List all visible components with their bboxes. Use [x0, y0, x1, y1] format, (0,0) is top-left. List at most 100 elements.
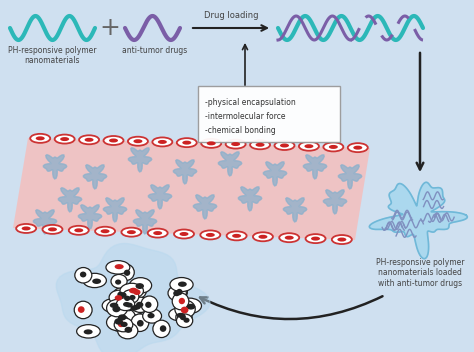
Ellipse shape [280, 144, 289, 147]
Ellipse shape [114, 318, 123, 325]
Ellipse shape [353, 146, 362, 150]
Text: Drug loading: Drug loading [204, 11, 258, 20]
Polygon shape [238, 187, 262, 211]
Ellipse shape [48, 227, 57, 231]
Text: anti-tumor drugs: anti-tumor drugs [122, 46, 188, 55]
Polygon shape [264, 162, 287, 186]
Ellipse shape [137, 320, 144, 327]
Ellipse shape [127, 284, 146, 299]
Ellipse shape [22, 226, 31, 231]
Polygon shape [83, 165, 107, 189]
Ellipse shape [55, 134, 74, 144]
Ellipse shape [160, 325, 166, 332]
Ellipse shape [332, 235, 352, 244]
Polygon shape [193, 195, 217, 219]
Ellipse shape [176, 314, 193, 327]
Ellipse shape [304, 144, 313, 148]
Ellipse shape [323, 143, 343, 151]
Ellipse shape [133, 139, 142, 143]
Polygon shape [33, 210, 57, 234]
Ellipse shape [75, 268, 92, 283]
Ellipse shape [80, 271, 86, 277]
Ellipse shape [299, 142, 319, 151]
Ellipse shape [43, 225, 63, 234]
Ellipse shape [227, 231, 246, 240]
Ellipse shape [255, 143, 264, 147]
Ellipse shape [124, 270, 130, 276]
Ellipse shape [120, 293, 127, 298]
Ellipse shape [182, 141, 191, 145]
Polygon shape [13, 138, 370, 240]
Ellipse shape [306, 234, 326, 243]
Ellipse shape [74, 228, 83, 232]
Ellipse shape [169, 308, 191, 321]
Ellipse shape [111, 275, 127, 288]
Ellipse shape [36, 136, 45, 140]
Ellipse shape [114, 318, 133, 332]
Ellipse shape [279, 233, 299, 242]
Ellipse shape [79, 135, 99, 144]
Ellipse shape [207, 142, 216, 145]
Ellipse shape [158, 140, 167, 144]
Ellipse shape [69, 226, 89, 235]
Ellipse shape [258, 235, 267, 239]
Ellipse shape [147, 313, 155, 318]
Ellipse shape [60, 137, 69, 141]
Ellipse shape [83, 273, 106, 288]
Ellipse shape [131, 297, 150, 313]
Ellipse shape [118, 323, 138, 339]
Polygon shape [283, 198, 307, 222]
Ellipse shape [148, 228, 168, 238]
Ellipse shape [171, 284, 187, 300]
Polygon shape [219, 152, 242, 176]
Ellipse shape [329, 145, 338, 149]
Ellipse shape [112, 306, 120, 312]
Ellipse shape [206, 233, 215, 237]
Ellipse shape [143, 309, 162, 323]
Ellipse shape [107, 300, 128, 317]
Ellipse shape [113, 308, 135, 325]
Ellipse shape [118, 314, 127, 320]
Ellipse shape [180, 232, 189, 236]
Text: +: + [100, 16, 120, 40]
Ellipse shape [115, 264, 124, 269]
Ellipse shape [111, 315, 128, 332]
Ellipse shape [136, 283, 144, 289]
Ellipse shape [122, 290, 139, 303]
Ellipse shape [180, 314, 186, 320]
Ellipse shape [337, 238, 346, 241]
Ellipse shape [113, 288, 130, 302]
Polygon shape [338, 165, 362, 189]
Ellipse shape [153, 320, 170, 338]
Polygon shape [44, 155, 67, 179]
Polygon shape [128, 148, 152, 172]
Text: -chemical bonding: -chemical bonding [205, 126, 276, 135]
Ellipse shape [250, 140, 270, 149]
Ellipse shape [177, 138, 197, 147]
Ellipse shape [175, 300, 195, 318]
Ellipse shape [173, 290, 180, 296]
Ellipse shape [145, 302, 152, 308]
Text: PH-responsive polymer
nanomaterials loaded
with anti-tumor drugs: PH-responsive polymer nanomaterials load… [376, 258, 464, 288]
Ellipse shape [115, 295, 122, 301]
Ellipse shape [125, 327, 132, 333]
Ellipse shape [178, 298, 201, 314]
Ellipse shape [274, 141, 294, 150]
Ellipse shape [116, 298, 135, 310]
Ellipse shape [30, 134, 50, 143]
Ellipse shape [348, 143, 368, 152]
Ellipse shape [129, 288, 138, 294]
Ellipse shape [84, 138, 93, 142]
Polygon shape [369, 182, 467, 259]
Ellipse shape [253, 232, 273, 241]
Ellipse shape [232, 234, 241, 238]
Ellipse shape [176, 313, 185, 318]
Ellipse shape [77, 325, 100, 338]
Ellipse shape [102, 298, 125, 313]
Ellipse shape [124, 296, 130, 301]
Polygon shape [78, 205, 102, 229]
Ellipse shape [117, 292, 124, 297]
Ellipse shape [118, 298, 137, 311]
Ellipse shape [115, 279, 121, 285]
Ellipse shape [120, 322, 128, 327]
